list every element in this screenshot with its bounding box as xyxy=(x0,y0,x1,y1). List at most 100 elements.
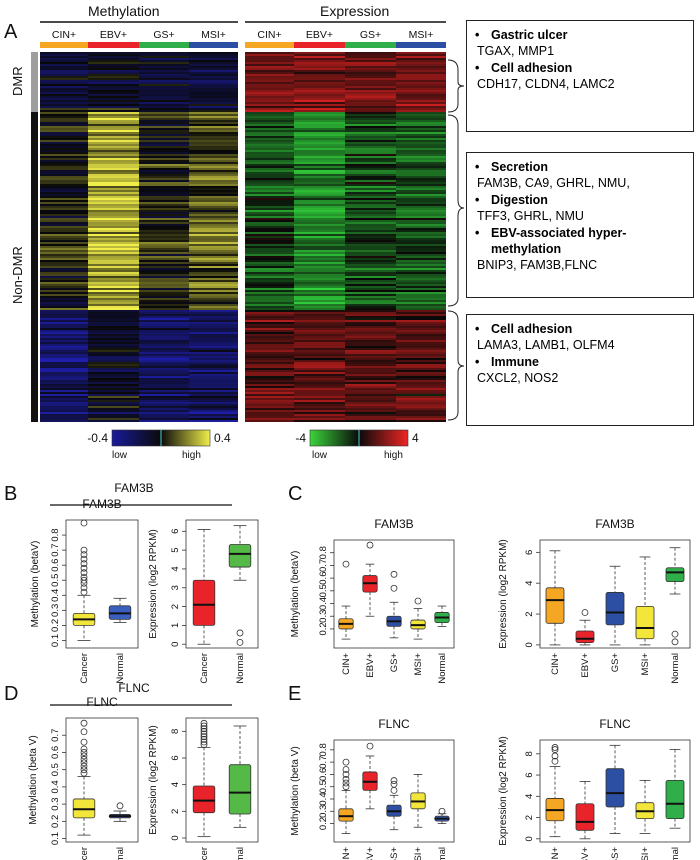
outlier-point xyxy=(80,584,88,592)
heatmap-cell-expr xyxy=(294,230,345,232)
annotation-genes: FAM3B, CA9, GHRL, NMU, xyxy=(477,176,630,190)
heatmap-cell-expr xyxy=(345,268,396,270)
heatmap-cell-expr xyxy=(245,178,294,180)
outlier-point xyxy=(236,629,244,637)
heatmap-cell-meth xyxy=(40,60,88,62)
heatmap-cell-expr xyxy=(396,384,446,386)
y-tick-label: 6 xyxy=(170,755,181,760)
heatmap-cell-meth xyxy=(40,280,88,282)
heatmap-cell-meth xyxy=(40,322,88,324)
heatmap-cell-expr xyxy=(294,298,345,300)
heatmap-cell-meth xyxy=(139,390,189,392)
heatmap-cell-expr xyxy=(345,370,396,372)
heatmap-cell-meth xyxy=(88,362,139,364)
heatmap-cell-expr xyxy=(396,152,446,154)
y-tick-label: 0.8 xyxy=(318,546,329,559)
heatmap-cell-expr xyxy=(345,112,396,114)
heatmap-cell-meth xyxy=(40,214,88,216)
heatmap-cell-expr xyxy=(294,180,345,182)
heatmap-cell-meth xyxy=(40,108,88,110)
heatmap-cell-expr xyxy=(245,402,294,404)
heatmap-cell-meth xyxy=(189,80,238,82)
heatmap-cell-expr xyxy=(345,378,396,380)
heatmap-cell-expr xyxy=(294,228,345,230)
heatmap-cell-meth xyxy=(88,406,139,408)
heatmap-cell-meth xyxy=(139,282,189,284)
x-tick-label: GS+ xyxy=(610,653,621,673)
heatmap-cell-meth xyxy=(40,410,88,412)
group-color-bar xyxy=(294,42,345,48)
heatmap-cell-expr xyxy=(345,216,396,218)
heatmap-cell-expr xyxy=(245,282,294,284)
heatmap-cell-meth xyxy=(139,140,189,142)
heatmap-cell-expr xyxy=(294,254,345,256)
heatmap-cell-meth xyxy=(88,156,139,158)
heatmap-cell-meth xyxy=(40,94,88,96)
outlier-point xyxy=(438,807,446,815)
outlier-point xyxy=(551,757,559,765)
heatmap-cell-expr xyxy=(245,266,294,268)
heatmap-cell-meth xyxy=(139,240,189,242)
heatmap-cell-meth xyxy=(139,306,189,308)
heatmap-cell-meth xyxy=(189,364,238,366)
panel-b-title: FAM3B xyxy=(114,481,153,495)
y-tick-label: 0.2 xyxy=(318,817,329,830)
heatmap-cell-meth xyxy=(139,116,189,118)
heatmap-cell-meth xyxy=(139,292,189,294)
heatmap-cell-expr xyxy=(396,372,446,374)
annotation-genes: BNIP3, FAM3B,FLNC xyxy=(477,258,598,272)
heatmap-cell-expr xyxy=(294,376,345,378)
heatmap-cell-expr xyxy=(245,368,294,370)
heatmap-cell-expr xyxy=(345,150,396,152)
heatmap-cell-meth xyxy=(189,344,238,346)
heatmap-cell-expr xyxy=(396,118,446,120)
heatmap-cell-meth xyxy=(189,166,238,168)
heatmap-cell-expr xyxy=(245,180,294,182)
heatmap-cell-meth xyxy=(189,146,238,148)
y-tick-label: 2 xyxy=(170,809,181,814)
heatmap-cell-meth xyxy=(40,304,88,306)
heatmap-cell-meth xyxy=(139,404,189,406)
heatmap-cell-expr xyxy=(345,190,396,192)
heatmap-cell-expr xyxy=(396,382,446,384)
heatmap-cell-meth xyxy=(40,132,88,134)
heatmap-cell-expr xyxy=(345,202,396,204)
heatmap-cell-expr xyxy=(294,244,345,246)
heatmap-cell-expr xyxy=(345,140,396,142)
heatmap-cell-meth xyxy=(88,196,139,198)
heatmap-cell-expr xyxy=(345,188,396,190)
heatmap-cell-expr xyxy=(396,250,446,252)
x-tick-label: EBV+ xyxy=(580,847,591,860)
heatmap-cell-meth xyxy=(189,406,238,408)
heatmap-cell-expr xyxy=(245,54,294,56)
heatmap-cell-expr xyxy=(396,306,446,308)
heatmap-cell-meth xyxy=(139,144,189,146)
heatmap-cell-expr xyxy=(396,380,446,382)
heatmap-cell-expr xyxy=(294,142,345,144)
outlier-point xyxy=(80,551,88,559)
heatmap-cell-meth xyxy=(88,140,139,142)
heatmap-cell-expr xyxy=(396,94,446,96)
box-iqr xyxy=(545,587,565,624)
heatmap-cell-meth xyxy=(139,178,189,180)
heatmap-cell-meth xyxy=(40,68,88,70)
heatmap-cell-expr xyxy=(245,74,294,76)
heatmap-cell-meth xyxy=(189,194,238,196)
heatmap-cell-expr xyxy=(294,82,345,84)
heatmap-cell-expr xyxy=(245,140,294,142)
heatmap-cell-meth xyxy=(40,172,88,174)
heatmap-cell-expr xyxy=(396,54,446,56)
heatmap-cell-meth xyxy=(40,210,88,212)
heatmap-cell-meth xyxy=(189,142,238,144)
heatmap-cell-meth xyxy=(88,168,139,170)
heatmap-cell-meth xyxy=(40,130,88,132)
heatmap-cell-meth xyxy=(40,334,88,336)
heatmap-cell-meth xyxy=(88,86,139,88)
heatmap-cell-expr xyxy=(294,260,345,262)
y-tick-label: 0.5 xyxy=(318,780,329,793)
heatmap-cell-meth xyxy=(189,132,238,134)
heatmap-cell-meth xyxy=(139,296,189,298)
heatmap-cell-expr xyxy=(294,296,345,298)
heatmap-cell-meth xyxy=(189,128,238,130)
heatmap-cell-expr xyxy=(345,146,396,148)
